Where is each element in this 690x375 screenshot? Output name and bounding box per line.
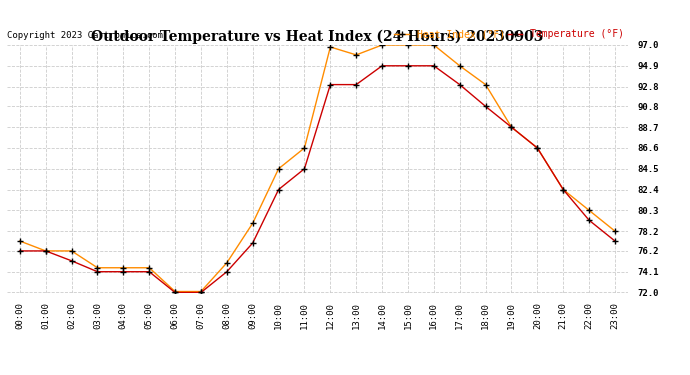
Temperature (°F) (119, 270, 128, 274)
Heat Index (°F) (119, 266, 128, 270)
Temperature (°F) (507, 125, 515, 129)
Heat Index (°F) (430, 43, 438, 47)
Temperature (°F) (455, 82, 464, 87)
Heat Index (°F) (145, 266, 153, 270)
Temperature (°F) (41, 249, 50, 253)
Title: Outdoor Temperature vs Heat Index (24 Hours) 20230903: Outdoor Temperature vs Heat Index (24 Ho… (91, 30, 544, 44)
Heat Index (°F) (171, 289, 179, 294)
Heat Index (°F) (611, 229, 619, 233)
Temperature (°F) (300, 166, 308, 171)
Heat Index (°F) (559, 187, 567, 192)
Temperature (°F) (197, 290, 205, 295)
Heat Index (°F) (300, 146, 308, 150)
Heat Index (°F) (404, 43, 412, 47)
Temperature (°F) (352, 82, 360, 87)
Heat Index (°F) (275, 166, 283, 171)
Temperature (°F) (326, 82, 335, 87)
Temperature (°F) (145, 270, 153, 274)
Heat Index (°F) (93, 266, 101, 270)
Temperature (°F) (430, 63, 438, 68)
Temperature (°F) (275, 187, 283, 192)
Temperature (°F) (68, 259, 76, 263)
Temperature (°F) (404, 63, 412, 68)
Heat Index (°F) (507, 125, 515, 129)
Temperature (°F) (611, 239, 619, 243)
Heat Index (°F) (455, 63, 464, 68)
Heat Index (°F) (585, 208, 593, 213)
Temperature (°F) (171, 290, 179, 295)
Temperature (°F) (585, 218, 593, 222)
Temperature (°F) (533, 146, 542, 150)
Temperature (°F) (223, 270, 231, 274)
Temperature (°F) (248, 241, 257, 245)
Temperature (°F) (93, 270, 101, 274)
Heat Index (°F) (223, 261, 231, 265)
Heat Index (°F) (248, 221, 257, 225)
Heat Index (°F) (326, 45, 335, 49)
Heat Index (°F) (197, 289, 205, 294)
Temperature (°F) (16, 249, 24, 253)
Temperature (°F) (482, 104, 490, 109)
Line: Temperature (°F): Temperature (°F) (17, 62, 618, 296)
Heat Index (°F) (533, 146, 542, 150)
Temperature (°F) (559, 187, 567, 192)
Heat Index (°F) (41, 249, 50, 253)
Heat Index (°F) (482, 82, 490, 87)
Heat Index (°F) (378, 43, 386, 47)
Text: Copyright 2023 Cartronics.com: Copyright 2023 Cartronics.com (7, 31, 163, 40)
Heat Index (°F) (16, 239, 24, 243)
Heat Index (°F) (68, 249, 76, 253)
Legend: Heat Index (°F), Temperature (°F): Heat Index (°F), Temperature (°F) (391, 25, 628, 43)
Line: Heat Index (°F): Heat Index (°F) (17, 42, 618, 295)
Temperature (°F) (378, 63, 386, 68)
Heat Index (°F) (352, 53, 360, 57)
